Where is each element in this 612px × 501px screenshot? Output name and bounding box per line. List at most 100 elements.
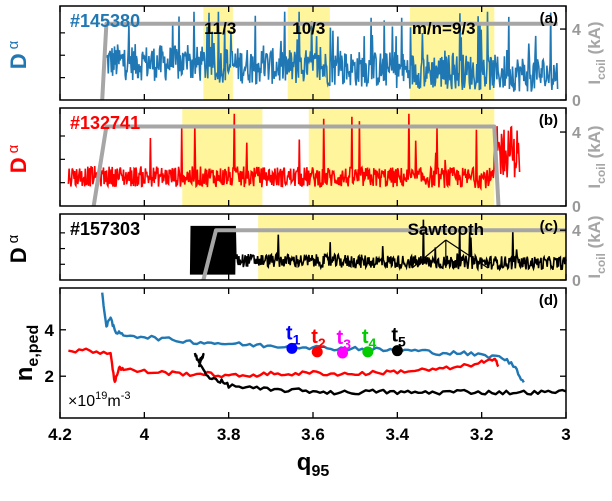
left-axis-label-sub: α xyxy=(5,234,22,243)
x-tick-label-2: 4 xyxy=(140,425,150,444)
shot-label-2: #132741 xyxy=(70,113,140,133)
right-axis-label-main: I xyxy=(585,184,604,189)
coil-current-line-2 xyxy=(91,124,501,207)
time-marker-point-4 xyxy=(362,346,374,358)
density-axis-label-main: n xyxy=(11,367,38,382)
frame-layer xyxy=(59,5,567,419)
panel-1 xyxy=(100,11,559,101)
right-tick-label-2-2: 4 xyxy=(572,125,581,142)
panel-2 xyxy=(67,113,521,207)
left-axis-label-sub: α xyxy=(5,144,22,153)
right-tick-label-3-1: 0 xyxy=(572,273,581,290)
sawtooth-arrowhead-2 xyxy=(442,262,449,268)
unit-exponent: 19 xyxy=(95,390,107,402)
time-marker-point-5 xyxy=(391,345,403,357)
left-axis-label-3: Dα xyxy=(5,234,31,263)
time-marker-label-4: t4 xyxy=(362,326,377,351)
shot-label-1: #145380 xyxy=(70,11,140,31)
x-tick-label-4: 3.6 xyxy=(301,425,325,444)
right-tick-label-1-2: 4 xyxy=(572,22,581,39)
time-marker-index: 4 xyxy=(368,335,376,351)
right-axis-label-3: Icoil (kA) xyxy=(585,215,608,278)
mode-number-label-3: m/n=9/3 xyxy=(412,19,476,38)
d-alpha-signal-line-2 xyxy=(67,113,521,192)
x-axis-label: q95 xyxy=(297,449,330,480)
time-marker-label-1: t1 xyxy=(286,322,301,347)
panel-4 xyxy=(68,292,567,396)
right-axis-label-2: Icoil (kA) xyxy=(585,125,608,188)
time-marker-t: t xyxy=(391,325,398,347)
data-layer xyxy=(67,11,567,396)
panel-tag-3: (c) xyxy=(540,218,558,235)
pedestal-density-line-2 xyxy=(68,347,500,383)
right-axis-label-main: I xyxy=(585,274,604,279)
time-marker-label-5: t5 xyxy=(391,325,406,350)
sawtooth-arrowhead-3 xyxy=(484,262,491,268)
unit-prefix: ×10 xyxy=(68,393,95,410)
time-marker-t: t xyxy=(286,322,293,344)
right-tick-label-3-2: 4 xyxy=(572,223,581,240)
time-marker-point-3 xyxy=(337,347,349,359)
sawtooth-arrow-1 xyxy=(411,239,447,269)
highlight-region-2-2 xyxy=(308,109,495,206)
shot-label-3: #157303 xyxy=(70,219,140,239)
highlight-region-3-1 xyxy=(258,215,566,280)
density-axis-label: ne,ped xyxy=(11,325,42,381)
right-tick-label-2-1: 0 xyxy=(572,199,581,216)
y-tick-label-1: 2 xyxy=(45,367,54,386)
mode-number-label-1: 11/3 xyxy=(204,19,236,38)
y-tick-label-2: 4 xyxy=(45,321,55,340)
left-axis-label-1: Dα xyxy=(5,40,31,69)
right-axis-label-unit: (kA) xyxy=(585,125,604,163)
right-axis-label-sub: coil xyxy=(594,59,608,80)
right-axis-label-sub: coil xyxy=(594,163,608,184)
time-marker-index: 2 xyxy=(318,335,326,351)
right-axis-label-sub: coil xyxy=(594,253,608,274)
right-axis-label-main: I xyxy=(585,80,604,85)
time-marker-label-2: t2 xyxy=(311,326,326,351)
left-axis-label-main: D xyxy=(6,53,31,69)
right-axis-label-unit: (kA) xyxy=(585,215,604,253)
time-marker-index: 3 xyxy=(343,336,351,352)
d-alpha-signal-line-1 xyxy=(105,11,559,92)
x-tick-label-7: 3 xyxy=(561,425,570,444)
panel-tag-2: (b) xyxy=(539,112,558,129)
time-marker-t: t xyxy=(337,327,344,349)
x-tick-label-1: 4.2 xyxy=(48,425,72,444)
x-tick-label-6: 3.2 xyxy=(470,425,494,444)
sawtooth-arrow-3 xyxy=(445,239,489,269)
panel-tag-4: (d) xyxy=(539,292,558,309)
x-tick-label-3: 3.8 xyxy=(217,425,241,444)
coil-current-line-3 xyxy=(201,228,566,281)
time-marker-t: t xyxy=(362,326,369,348)
right-axis-label-1: Icoil (kA) xyxy=(585,21,608,84)
time-marker-label-3: t3 xyxy=(337,327,352,352)
density-unit-label: ×1019m-3 xyxy=(68,390,131,410)
x-axis-label-main: q xyxy=(297,449,312,476)
coil-current-line-1 xyxy=(100,21,558,101)
sawtooth-arrowhead-1 xyxy=(409,262,416,268)
mode-number-label-2: 10/3 xyxy=(292,19,325,38)
x-axis-label-sub: 95 xyxy=(311,463,329,480)
unit-exponent-2: -3 xyxy=(121,390,131,402)
sawtooth-annotation: Sawtooth xyxy=(408,220,485,239)
time-marker-point-2 xyxy=(311,346,323,358)
time-marker-point-1 xyxy=(286,342,298,354)
x-tick-label-5: 3.4 xyxy=(386,425,410,444)
unit-main: m xyxy=(107,393,120,410)
density-axis-label-sub: e,ped xyxy=(25,325,42,367)
time-marker-t: t xyxy=(311,326,318,348)
time-marker-index: 1 xyxy=(293,331,301,347)
d-alpha-signal-line-3 xyxy=(189,219,567,275)
left-axis-label-sub: α xyxy=(5,40,22,49)
left-axis-label-2: Dα xyxy=(5,144,31,173)
left-axis-label-main: D xyxy=(6,157,31,173)
left-axis-label-main: D xyxy=(6,247,31,263)
pedestal-density-line-3 xyxy=(193,352,567,396)
right-axis-label-unit: (kA) xyxy=(585,21,604,59)
time-marker-index: 5 xyxy=(398,334,406,350)
right-tick-label-1-1: 0 xyxy=(572,93,581,110)
panel-3 xyxy=(189,219,567,281)
